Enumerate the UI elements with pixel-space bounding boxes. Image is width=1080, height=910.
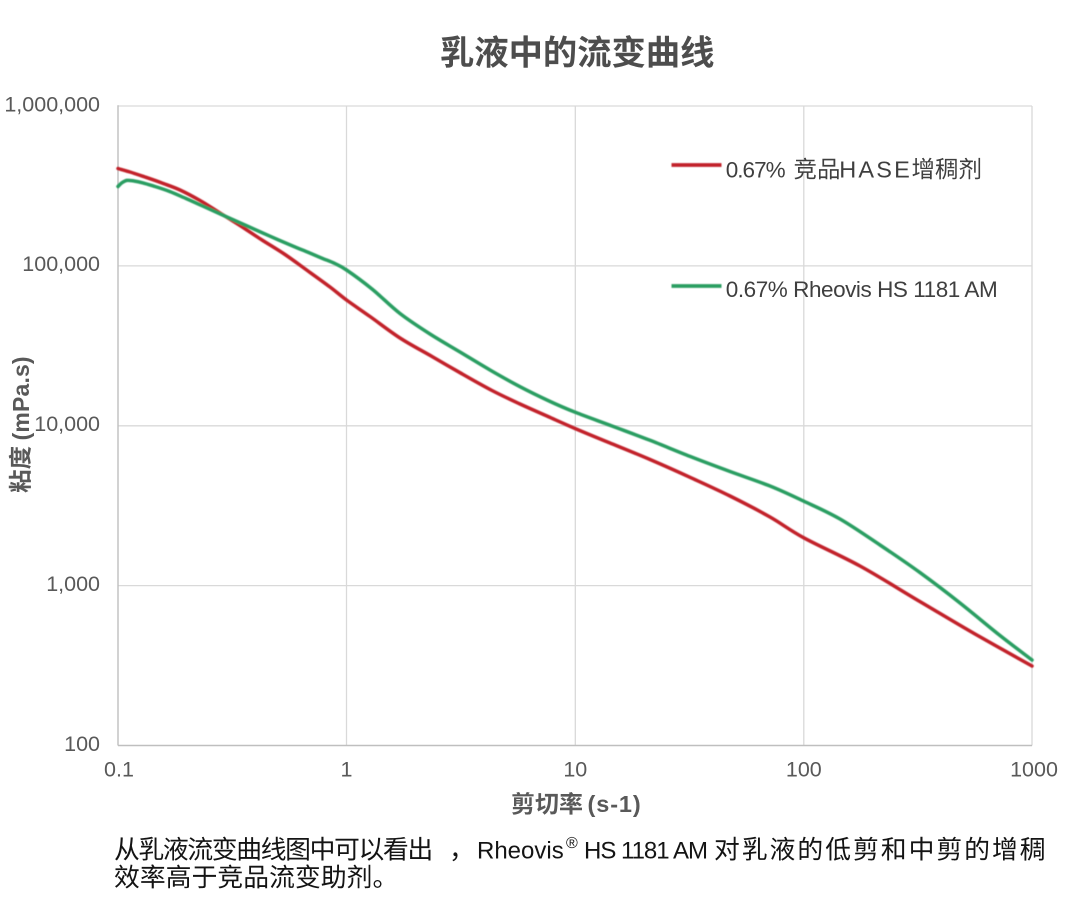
svg-text:1,000: 1,000 xyxy=(46,572,100,596)
svg-text:100: 100 xyxy=(786,758,822,782)
svg-text:10: 10 xyxy=(563,758,587,782)
svg-text:®: ® xyxy=(566,835,578,852)
svg-text:1000: 1000 xyxy=(1010,758,1058,782)
svg-text:100,000: 100,000 xyxy=(22,252,100,276)
svg-text:0.1: 0.1 xyxy=(104,758,134,782)
svg-text:Rheovis: Rheovis xyxy=(477,838,564,865)
svg-text:10,000: 10,000 xyxy=(34,412,100,436)
svg-text:0.67% Rheovis HS 1181 AM: 0.67% Rheovis HS 1181 AM xyxy=(726,277,997,302)
svg-text:HS 1181 AM: HS 1181 AM xyxy=(584,838,707,865)
svg-text:0.67%: 0.67% xyxy=(726,158,786,183)
svg-text:100: 100 xyxy=(64,732,100,756)
svg-text:1,000,000: 1,000,000 xyxy=(4,92,100,116)
svg-text:(mPa.s): (mPa.s) xyxy=(8,356,34,440)
svg-text:(s-1): (s-1) xyxy=(588,791,642,817)
svg-text:1: 1 xyxy=(341,758,353,782)
svg-text:HASE: HASE xyxy=(839,157,912,183)
